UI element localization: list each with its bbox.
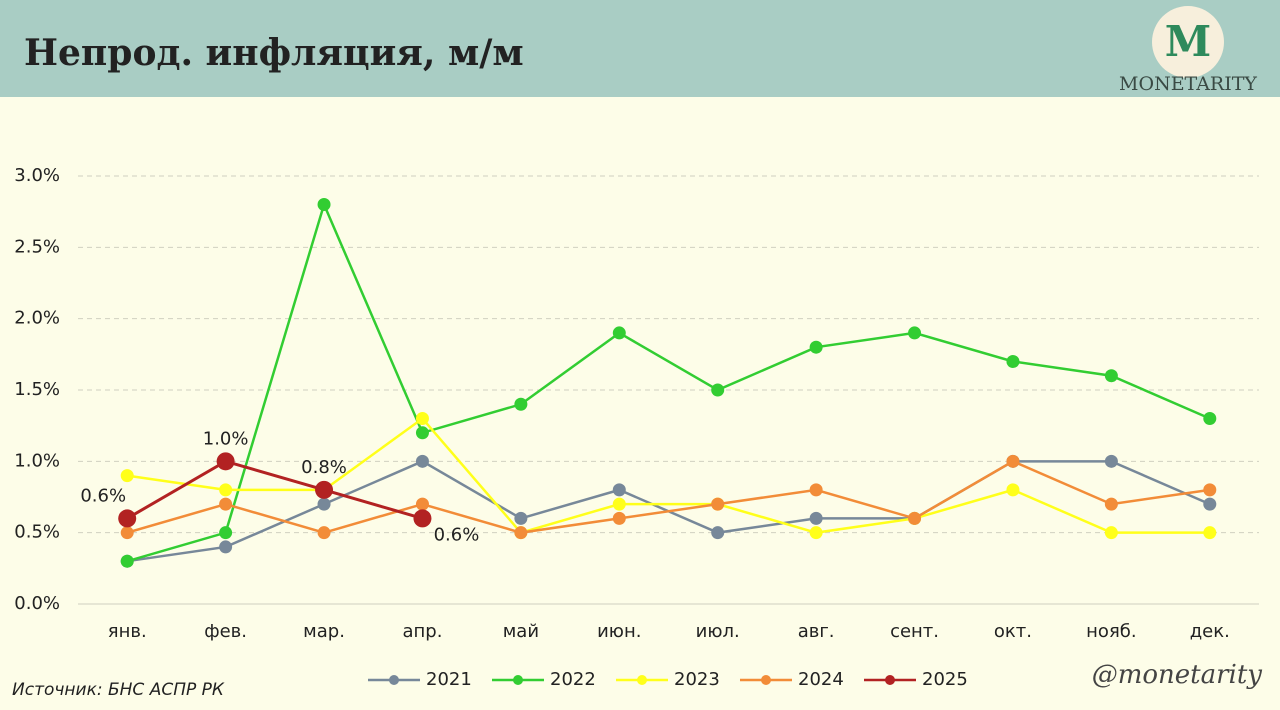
legend-label: 2023: [674, 669, 720, 690]
x-tick-label: фев.: [204, 621, 247, 642]
x-tick-label: июн.: [597, 621, 641, 642]
data-point: [612, 511, 626, 525]
data-point: [514, 526, 528, 540]
data-label: 0.8%: [301, 457, 347, 478]
data-point: [1104, 497, 1118, 511]
y-tick-label: 0.5%: [14, 522, 60, 543]
data-point: [120, 554, 134, 568]
data-point: [612, 326, 626, 340]
data-point: [514, 397, 528, 411]
data-point: [514, 511, 528, 525]
data-point: [1203, 483, 1217, 497]
data-point: [317, 198, 331, 212]
data-point: [908, 326, 922, 340]
legend-marker: [761, 675, 771, 685]
data-point: [711, 383, 725, 397]
x-tick-label: май: [503, 621, 539, 642]
logo-circle: [1152, 6, 1224, 78]
y-tick-label: 0.0%: [14, 593, 60, 614]
data-point: [809, 526, 823, 540]
x-tick-label: янв.: [108, 621, 147, 642]
x-tick-label: апр.: [402, 621, 442, 642]
data-point: [1104, 369, 1118, 383]
legend-marker: [885, 675, 895, 685]
y-tick-label: 3.0%: [14, 165, 60, 186]
x-tick-label: нояб.: [1086, 621, 1136, 642]
y-tick-label: 2.0%: [14, 308, 60, 329]
source: Источник: БНС АСПР РК: [12, 680, 225, 700]
legend-label: 2025: [922, 669, 968, 690]
y-tick-label: 2.5%: [14, 236, 60, 257]
x-tick-label: июл.: [696, 621, 740, 642]
data-point: [1006, 483, 1020, 497]
data-point: [809, 340, 823, 354]
y-tick-label: 1.0%: [14, 450, 60, 471]
data-point: [315, 480, 334, 499]
logo-text: MONETARITY: [1119, 73, 1257, 95]
data-point: [1104, 454, 1118, 468]
data-point: [612, 483, 626, 497]
data-point: [1006, 354, 1020, 368]
x-tick-label: мар.: [303, 621, 345, 642]
watermark: @monetarity: [1092, 660, 1263, 690]
data-point: [711, 497, 725, 511]
data-point: [1104, 526, 1118, 540]
legend-marker: [389, 675, 399, 685]
legend-label: 2024: [798, 669, 844, 690]
data-point: [120, 469, 134, 483]
logo-letter: M: [1165, 17, 1212, 66]
data-point: [415, 497, 429, 511]
data-point: [1203, 526, 1217, 540]
data-point: [809, 483, 823, 497]
data-point: [216, 452, 235, 471]
data-point: [1006, 454, 1020, 468]
legend-marker: [513, 675, 523, 685]
series-line: [126, 459, 1210, 534]
data-point: [809, 511, 823, 525]
data-point: [219, 540, 233, 554]
header: [0, 0, 1280, 97]
data-point: [317, 526, 331, 540]
data-point: [219, 483, 233, 497]
data-point: [1203, 497, 1217, 511]
x-tick-label: авг.: [798, 621, 835, 642]
data-point: [415, 426, 429, 440]
legend-label: 2021: [426, 669, 472, 690]
x-tick-label: дек.: [1190, 621, 1230, 642]
data-point: [219, 497, 233, 511]
data-label: 0.6%: [434, 524, 480, 545]
y-tick-label: 1.5%: [14, 379, 60, 400]
data-point: [219, 526, 233, 540]
data-label: 1.0%: [203, 428, 249, 449]
data-point: [120, 526, 134, 540]
data-point: [1203, 412, 1217, 426]
data-point: [908, 511, 922, 525]
data-point: [413, 509, 432, 528]
data-point: [415, 454, 429, 468]
data-point: [317, 497, 331, 511]
legend-label: 2022: [550, 669, 596, 690]
x-tick-label: окт.: [994, 621, 1032, 642]
series-line: [126, 459, 423, 520]
data-point: [118, 509, 137, 528]
data-point: [711, 526, 725, 540]
series-line: [126, 200, 1211, 563]
data-point: [415, 412, 429, 426]
data-point: [612, 497, 626, 511]
legend-marker: [637, 675, 647, 685]
series-line: [127, 416, 1210, 535]
x-tick-label: сент.: [890, 621, 939, 642]
chart-title: Непрод. инфляция, м/м: [24, 32, 524, 74]
data-label: 0.6%: [80, 485, 126, 506]
